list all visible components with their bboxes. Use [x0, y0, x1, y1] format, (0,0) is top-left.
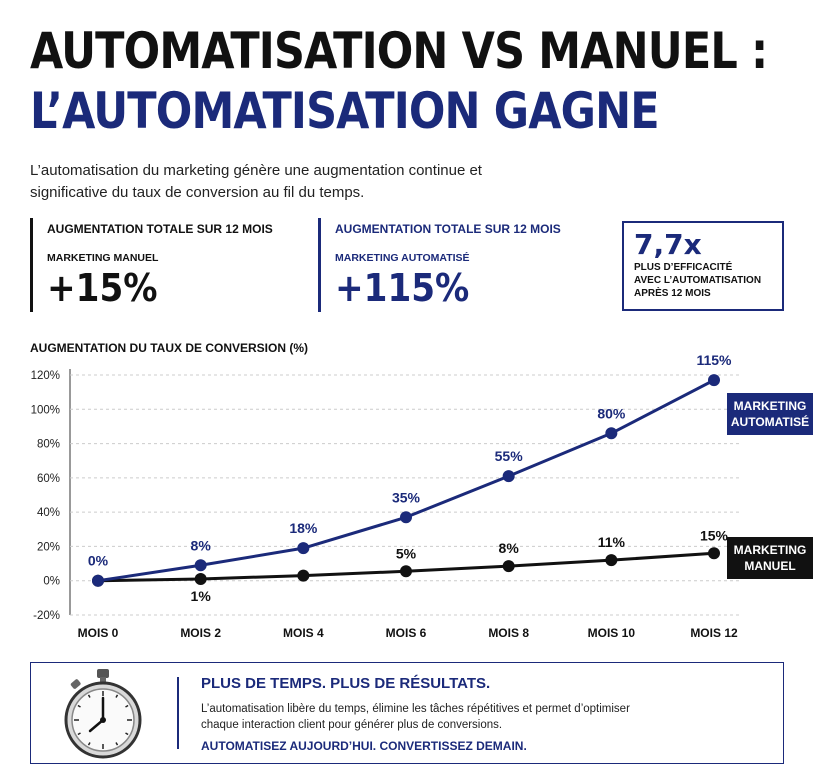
data-point	[708, 547, 720, 560]
title-line-1: AUTOMATISATION VS MANUEL :	[30, 22, 768, 80]
stat-auto-value: +115%	[335, 266, 470, 310]
y-tick-label: 100%	[31, 404, 60, 416]
y-tick-label: 0%	[43, 576, 60, 588]
footer-body: L’automatisation libère du temps, élimin…	[201, 703, 630, 731]
data-label: 80%	[597, 405, 626, 421]
y-tick-label: 80%	[37, 439, 60, 451]
data-point	[502, 560, 515, 573]
footer-box: PLUS DE TEMPS. PLUS DE RÉSULTATS. L’auto…	[30, 662, 784, 764]
data-label: 18%	[289, 520, 318, 536]
footer-divider	[177, 677, 179, 749]
data-label: 15%	[700, 527, 729, 543]
data-label: 11%	[598, 534, 626, 550]
data-label: 35%	[392, 489, 421, 505]
efficiency-box: 7,7x PLUS D’EFFICACITÉ AVEC L’AUTOMATISA…	[622, 221, 784, 311]
x-tick-label: MOIS 8	[488, 626, 529, 640]
data-point	[605, 554, 618, 567]
efficiency-value: 7,7x	[634, 228, 702, 261]
y-tick-label: 20%	[37, 541, 60, 553]
x-tick-label: MOIS 12	[690, 626, 738, 640]
data-point	[92, 574, 104, 587]
legend-manual-box	[727, 537, 813, 579]
x-tick-label: MOIS 0	[78, 626, 119, 640]
stat-manual-heading: AUGMENTATION TOTALE SUR 12 MOIS	[47, 222, 273, 236]
x-tick-label: MOIS 6	[386, 626, 427, 640]
chart-title: AUGMENTATION DU TAUX DE CONVERSION (%)	[30, 341, 308, 355]
stat-auto-heading: AUGMENTATION TOTALE SUR 12 MOIS	[335, 222, 561, 236]
data-label: 8%	[191, 537, 212, 553]
efficiency-line-1: PLUS D’EFFICACITÉ	[634, 262, 733, 273]
stat-auto-label: MARKETING AUTOMATISÉ	[335, 252, 470, 264]
y-tick-label: -20%	[33, 610, 60, 622]
data-label: 8%	[499, 540, 520, 556]
legend-manual-label: MARKETING	[734, 543, 807, 557]
data-label: 55%	[495, 448, 524, 464]
data-point	[194, 573, 207, 585]
data-point	[400, 565, 412, 578]
footer-cta: AUTOMATISEZ AUJOURD’HUI. CONVERTISSEZ DE…	[201, 739, 527, 753]
data-label: 115%	[696, 352, 732, 368]
legend-automated-label: MARKETING	[734, 399, 807, 413]
stat-manual-label: MARKETING MANUEL	[47, 252, 159, 264]
footer-title: PLUS DE TEMPS. PLUS DE RÉSULTATS.	[201, 675, 491, 692]
legend-manual-label: MANUEL	[744, 559, 795, 573]
data-label: 5%	[396, 545, 417, 561]
y-tick-label: 40%	[37, 507, 60, 519]
stat-manual-value: +15%	[47, 266, 158, 310]
x-tick-label: MOIS 4	[283, 626, 324, 640]
stat-auto: AUGMENTATION TOTALE SUR 12 MOIS MARKETIN…	[318, 218, 615, 312]
data-point	[400, 511, 412, 524]
data-point	[297, 542, 310, 555]
y-tick-label: 120%	[31, 370, 60, 382]
data-point	[605, 427, 618, 440]
data-point	[502, 470, 515, 483]
stopwatch-icon	[64, 669, 142, 759]
legend-automated-label: AUTOMATISÉ	[731, 414, 809, 429]
data-label: 1%	[191, 588, 212, 604]
legend-automated-box	[727, 393, 813, 435]
y-tick-label: 60%	[37, 473, 60, 485]
data-point	[708, 374, 720, 387]
stat-manual: AUGMENTATION TOTALE SUR 12 MOIS MARKETIN…	[30, 218, 317, 312]
efficiency-line-2: AVEC L’AUTOMATISATION	[634, 275, 762, 286]
efficiency-line-3: APRÈS 12 MOIS	[634, 288, 711, 299]
x-tick-label: MOIS 10	[588, 626, 636, 640]
data-point	[297, 569, 310, 582]
x-tick-label: MOIS 2	[180, 626, 221, 640]
data-label: 0%	[88, 553, 109, 569]
conversion-chart: 120% 100% 80% 60% 40% 20% 0% -20% MOIS 0 MOIS 2 MO…	[31, 352, 813, 640]
data-point	[194, 559, 207, 572]
intro-text: L’automatisation du marketing génère une…	[30, 162, 482, 201]
title-line-2: L’AUTOMATISATION GAGNE	[30, 82, 660, 140]
